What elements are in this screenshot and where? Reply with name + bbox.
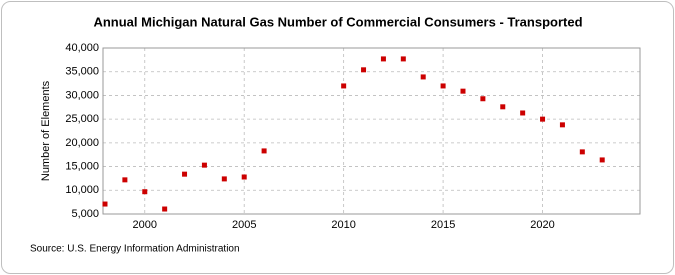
point	[520, 110, 526, 116]
point	[460, 88, 466, 94]
y-tick-label: 40,000	[65, 42, 99, 54]
point	[361, 67, 367, 73]
y-tick-label: 25,000	[65, 113, 99, 125]
point	[142, 189, 148, 195]
point	[420, 74, 426, 80]
y-axis-label: Number of Elements	[40, 80, 52, 181]
chart-title: Annual Michigan Natural Gas Number of Co…	[93, 14, 582, 29]
x-tick-label: 2005	[232, 219, 256, 231]
y-tick-label: 35,000	[65, 66, 99, 78]
x-tick-label: 2015	[431, 219, 455, 231]
point	[122, 177, 128, 183]
point	[540, 116, 546, 122]
x-tick-label: 2010	[331, 219, 355, 231]
point	[440, 83, 446, 89]
point	[201, 162, 207, 168]
point	[480, 96, 486, 102]
y-tick-label: 30,000	[65, 89, 99, 101]
y-tick-label: 15,000	[65, 160, 99, 172]
plot-border	[102, 47, 641, 215]
point	[579, 149, 585, 155]
point	[241, 174, 247, 180]
point	[559, 122, 565, 128]
y-tick-label: 5,000	[71, 208, 99, 220]
point	[380, 56, 386, 62]
point	[162, 206, 168, 212]
x-tick-label: 2020	[530, 219, 554, 231]
source: Source: U.S. Energy Information Administ…	[30, 244, 240, 255]
point	[261, 148, 267, 154]
y-tick-label: 10,000	[65, 184, 99, 196]
point	[500, 104, 506, 110]
point	[599, 157, 605, 163]
y-tick-label: 20,000	[65, 137, 99, 149]
x-tick-label: 2000	[133, 219, 157, 231]
point	[341, 83, 347, 89]
point	[182, 171, 188, 177]
point	[400, 56, 406, 62]
point	[221, 176, 227, 182]
point	[102, 201, 108, 207]
